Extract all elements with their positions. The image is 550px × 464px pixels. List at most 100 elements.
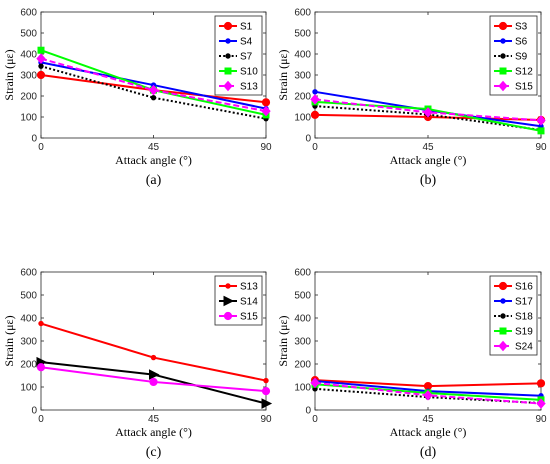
y-axis-label: Strain (με) [276,49,290,100]
legend-label: S6 [515,37,528,48]
legend-box [214,275,263,326]
x-tick-label: 0 [312,142,318,153]
series-line [314,105,542,132]
y-tick-label: 300 [20,71,37,82]
data-point-marker [310,110,320,120]
y-axis-label: Strain (με) [2,315,16,366]
y-tick-label: 500 [20,29,37,40]
y-tick-label: 200 [294,92,311,103]
legend-label: S1 [240,22,253,33]
data-point-marker [36,70,46,80]
data-point-marker [310,377,320,389]
legend-label: S7 [240,52,253,63]
data-point-marker [36,53,46,64]
series-s7 [38,63,269,122]
y-tick-label: 300 [294,71,311,82]
x-tick-label: 90 [535,414,547,425]
legend-label: S13 [240,82,258,93]
data-point-marker [36,363,46,372]
data-point-marker [38,63,44,69]
legend-marker [225,53,231,59]
data-point-marker [37,46,45,54]
y-tick-label: 100 [294,383,311,394]
x-axis-label: Attack angle (°) [390,153,467,167]
legend-marker [223,295,235,307]
data-point-marker [38,320,44,327]
panel-label: (c) [146,445,162,460]
y-tick-label: 100 [20,383,37,394]
legend-label: S15 [240,312,258,323]
data-point-marker [310,94,320,105]
legend: S1 S4 S7 S10 S13 [214,15,263,96]
series-line [40,57,267,113]
legend-box [214,15,263,96]
legend-marker [225,283,231,289]
legend-label: S13 [240,282,258,293]
legend-label: S12 [515,67,533,78]
x-tick-label: 90 [260,414,272,425]
data-point-marker [312,89,318,95]
data-point-marker [261,98,271,107]
y-tick-label: 0 [305,406,311,417]
y-tick-label: 100 [20,113,37,124]
x-tick-label: 90 [535,142,547,153]
y-tick-label: 200 [20,92,37,103]
y-tick-label: 400 [294,314,311,325]
data-point-marker [536,115,546,126]
legend-label: S9 [515,52,528,63]
legend-marker [499,327,507,335]
chart-panel-3: 0 100 200 300 400 500 600 0 45 90 Attack angle (°)… [2,268,273,460]
y-tick-label: 500 [294,29,311,40]
legend-label: S14 [240,297,258,308]
chart-panel-4: 0 100 200 300 400 500 600 0 45 90 Attack angle (°)… [276,268,547,461]
y-axis-label: Strain (με) [276,315,290,366]
legend: S13 S14 S15 [214,275,263,326]
legend-marker [500,298,506,304]
x-axis-label: Attack angle (°) [115,425,192,439]
y-tick-label: 0 [31,134,37,145]
x-axis-label: Attack angle (°) [115,153,192,167]
series-s15 [310,94,546,126]
legend-label: S10 [240,67,258,78]
legend-marker [223,21,233,31]
y-tick-label: 200 [294,360,311,371]
data-point-marker [263,377,269,384]
y-tick-label: 0 [31,406,37,417]
data-point-marker [149,377,158,387]
y-axis-label: Strain (με) [2,49,16,100]
data-point-marker [536,398,546,409]
legend-label: S18 [515,312,533,323]
y-tick-label: 300 [294,337,311,348]
x-tick-label: 0 [38,142,44,153]
data-point-marker [261,105,271,117]
series-s15 [36,363,271,396]
x-tick-label: 45 [422,142,434,153]
chart-panel-2: 0 100 200 300 400 500 600 0 45 90 Attack angle (°)… [276,8,547,189]
y-tick-label: 0 [305,134,311,145]
legend-box [489,275,538,356]
y-tick-label: 100 [294,113,311,124]
legend-marker [498,281,508,291]
panel-label: (a) [146,173,162,188]
y-tick-label: 400 [294,50,311,61]
y-tick-label: 300 [20,337,37,348]
legend-label: S17 [515,297,533,308]
data-point-marker [148,84,159,96]
legend: S16 S17 S18 S19 S24 [489,275,538,356]
x-tick-label: 0 [312,414,318,425]
y-tick-label: 500 [20,291,37,302]
legend-marker [225,38,231,44]
legend-marker [500,38,506,44]
legend-label: S24 [515,342,533,353]
y-tick-label: 400 [20,314,37,325]
x-axis-label: Attack angle (°) [390,425,467,439]
panel-label: (b) [420,173,437,188]
legend-marker [223,311,233,321]
legend-marker [224,67,232,75]
data-point-marker [261,387,271,396]
y-tick-label: 600 [294,8,311,19]
data-point-marker [150,94,157,101]
data-point-marker [423,107,433,118]
data-point-marker [150,354,157,361]
